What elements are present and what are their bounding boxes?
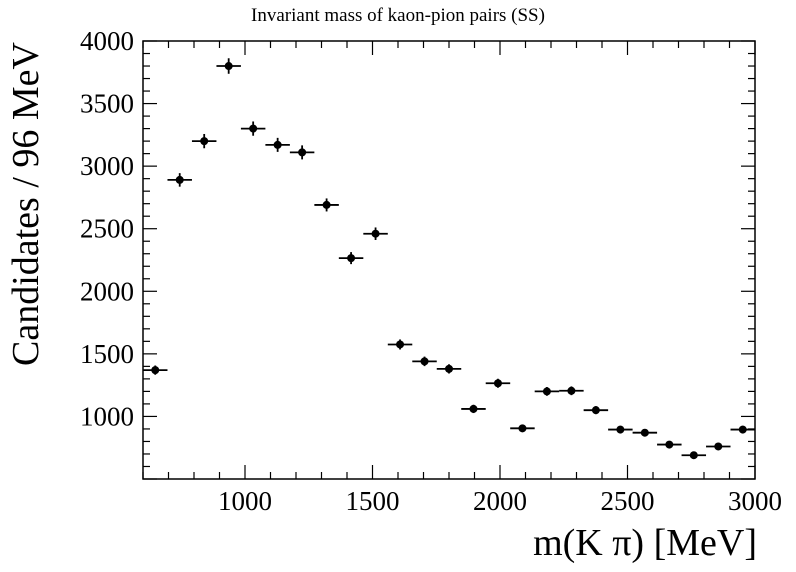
data-point bbox=[167, 173, 192, 187]
data-point bbox=[583, 406, 609, 415]
data-point bbox=[559, 386, 584, 396]
data-marker bbox=[616, 425, 625, 434]
axis-ticks bbox=[142, 40, 756, 480]
data-point bbox=[387, 339, 413, 350]
data-marker bbox=[567, 386, 576, 395]
x-tick-label: 1000 bbox=[218, 486, 272, 516]
data-marker bbox=[200, 137, 209, 146]
data-marker bbox=[542, 387, 551, 396]
data-point bbox=[265, 137, 290, 152]
data-marker bbox=[738, 425, 747, 434]
y-tick-label: 1000 bbox=[80, 401, 134, 431]
data-point bbox=[216, 58, 241, 74]
chart-title: Invariant mass of kaon-pion pairs (SS) bbox=[251, 5, 545, 26]
data-point bbox=[657, 440, 682, 449]
y-tick-label: 3500 bbox=[80, 89, 134, 119]
data-marker bbox=[640, 428, 649, 437]
data-marker bbox=[151, 366, 160, 375]
data-marker bbox=[714, 442, 723, 451]
y-tick-label: 4000 bbox=[80, 26, 134, 56]
data-point bbox=[338, 252, 364, 265]
x-tick-label: 2500 bbox=[601, 486, 655, 516]
y-tick-label: 3000 bbox=[80, 151, 134, 181]
data-point bbox=[534, 387, 560, 396]
data-marker bbox=[420, 357, 429, 366]
data-point bbox=[461, 404, 486, 414]
y-tick-label: 1500 bbox=[80, 339, 134, 369]
data-marker bbox=[591, 406, 600, 415]
data-point bbox=[632, 428, 658, 437]
data-point bbox=[510, 424, 535, 433]
data-marker bbox=[249, 124, 258, 133]
data-marker bbox=[347, 254, 356, 263]
data-point bbox=[191, 133, 217, 149]
data-point bbox=[730, 425, 755, 434]
data-marker bbox=[371, 229, 380, 238]
x-tick-label: 2000 bbox=[473, 486, 527, 516]
x-tick-label: 1500 bbox=[346, 486, 400, 516]
data-point bbox=[608, 425, 633, 434]
data-marker bbox=[322, 200, 331, 209]
data-marker bbox=[175, 175, 184, 184]
data-marker bbox=[224, 62, 233, 71]
data-point bbox=[436, 364, 462, 374]
y-tick-label: 2000 bbox=[80, 276, 134, 306]
data-marker bbox=[689, 451, 698, 460]
y-tick-label: 2500 bbox=[80, 214, 134, 244]
data-marker bbox=[273, 140, 282, 149]
plot-frame bbox=[142, 40, 756, 480]
data-marker bbox=[445, 364, 453, 373]
data-marker bbox=[518, 424, 527, 433]
data-point bbox=[289, 145, 315, 160]
data-point bbox=[681, 451, 707, 460]
data-point bbox=[143, 365, 168, 375]
data-point bbox=[706, 442, 731, 451]
data-point bbox=[485, 378, 511, 388]
data-point bbox=[240, 121, 266, 136]
y-axis-title: Candidates / 96 MeV bbox=[5, 41, 47, 366]
x-tick-label: 3000 bbox=[728, 486, 782, 516]
data-point bbox=[412, 356, 437, 367]
plot-frame-rect bbox=[142, 40, 756, 480]
data-marker bbox=[396, 340, 405, 349]
data-marker bbox=[298, 148, 307, 157]
data-marker bbox=[665, 440, 674, 449]
data-marker bbox=[469, 404, 478, 413]
data-point bbox=[314, 198, 339, 212]
data-points bbox=[143, 58, 755, 460]
tick-labels: 1000 1500 2000 2500 3000 1000 1500 2000 2500 3000… bbox=[80, 26, 782, 516]
data-marker bbox=[493, 379, 502, 388]
data-point bbox=[363, 227, 388, 240]
x-axis-title: m(K π) [MeV] bbox=[533, 522, 757, 564]
